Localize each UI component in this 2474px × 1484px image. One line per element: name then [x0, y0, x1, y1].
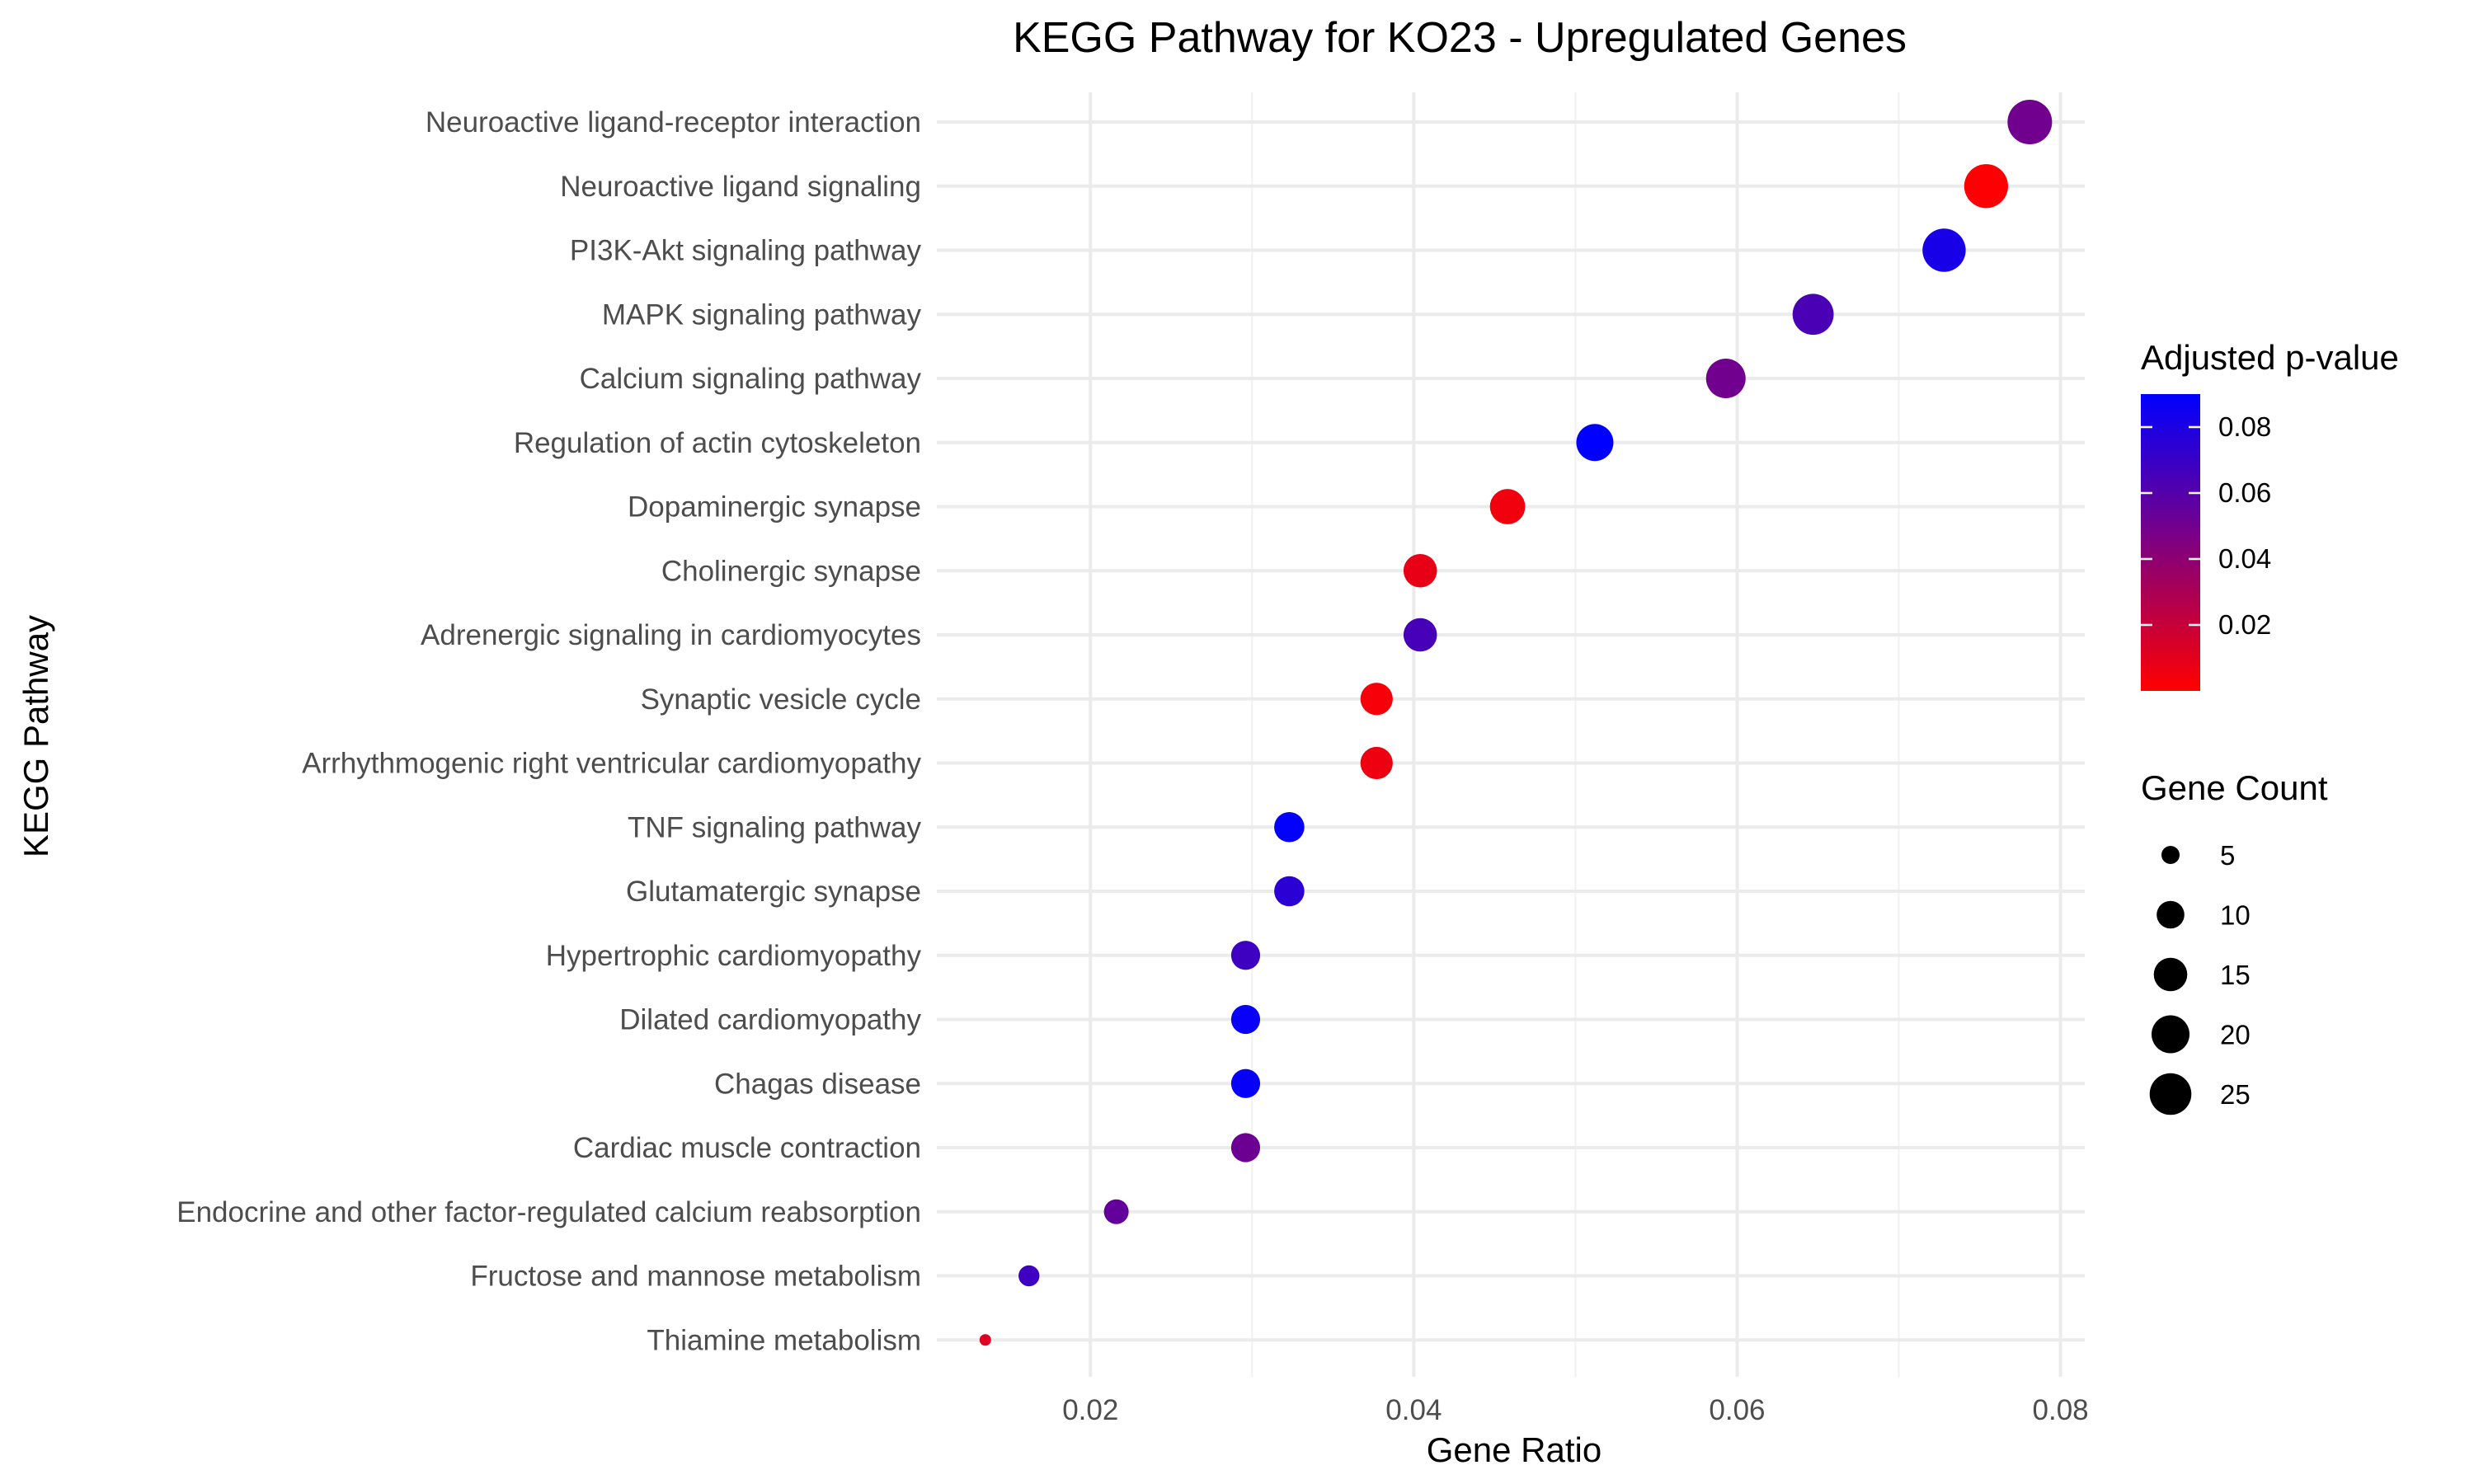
- data-point: [1792, 294, 1834, 336]
- size-legend-key: [2161, 846, 2180, 864]
- data-point: [1230, 1133, 1261, 1162]
- data-point: [1360, 746, 1393, 780]
- size-legend-keys: 5 10 15 20 25: [2149, 840, 2251, 1115]
- y-tick-label: MAPK signaling pathway: [602, 298, 922, 331]
- chart-title: KEGG Pathway for KO23 - Upregulated Gene…: [1013, 14, 1907, 62]
- y-tick-label: Endocrine and other factor-regulated cal…: [176, 1196, 921, 1228]
- y-tick-label: Neuroactive ligand signaling: [560, 171, 921, 203]
- x-tick-label: 0.06: [1709, 1394, 1765, 1426]
- size-legend-key: [2149, 1073, 2192, 1115]
- y-tick-label: Hypertrophic cardiomyopathy: [546, 940, 922, 972]
- y-tick-label: Regulation of actin cytoskeleton: [514, 427, 921, 459]
- size-legend-label: 20: [2220, 1020, 2251, 1050]
- y-axis-tick-labels: Neuroactive ligand-receptor interaction N…: [176, 106, 921, 1356]
- data-point: [1274, 811, 1305, 843]
- size-legend-key: [2153, 957, 2188, 992]
- y-tick-label: Thiamine metabolism: [647, 1324, 921, 1356]
- y-tick-label: Calcium signaling pathway: [580, 363, 922, 395]
- data-point: [1576, 424, 1614, 462]
- data-point: [1922, 228, 1966, 272]
- y-tick-label: Dilated cardiomyopathy: [619, 1004, 921, 1036]
- data-point: [1230, 1004, 1261, 1035]
- grid: [937, 92, 2085, 1377]
- size-legend-label: 15: [2220, 960, 2251, 990]
- color-legend-tick-label: 0.06: [2218, 477, 2271, 508]
- y-tick-label: Adrenergic signaling in cardiomyocytes: [421, 619, 921, 651]
- data-point: [1489, 489, 1526, 524]
- y-tick-label: TNF signaling pathway: [628, 811, 921, 843]
- data-point: [1018, 1265, 1040, 1287]
- color-legend-gradient-bar: [2141, 394, 2200, 691]
- size-legend-key: [2152, 1015, 2189, 1054]
- data-points: [979, 100, 2053, 1346]
- data-point: [1705, 359, 1746, 398]
- y-tick-label: Arrhythmogenic right ventricular cardiom…: [302, 748, 921, 780]
- color-legend-tick-label: 0.02: [2218, 609, 2271, 640]
- color-legend-title: Adjusted p-value: [2141, 338, 2399, 377]
- y-tick-label: Neuroactive ligand-receptor interaction: [426, 106, 921, 139]
- size-legend-label: 5: [2220, 840, 2235, 871]
- data-point: [1274, 876, 1305, 907]
- size-legend-label: 25: [2220, 1079, 2251, 1110]
- x-axis-title: Gene Ratio: [1427, 1430, 1602, 1469]
- y-tick-label: Cardiac muscle contraction: [573, 1132, 921, 1164]
- color-legend-tick-label: 0.08: [2218, 411, 2271, 442]
- y-axis-title: KEGG Pathway: [16, 615, 55, 857]
- size-legend-title: Gene Count: [2141, 768, 2328, 807]
- size-legend-key: [2157, 900, 2185, 929]
- color-legend: Adjusted p-value 0.08 0.06 0.04 0.02: [2141, 338, 2399, 691]
- data-point: [979, 1334, 991, 1346]
- x-tick-label: 0.08: [2033, 1394, 2089, 1426]
- y-tick-label: Fructose and mannose metabolism: [470, 1261, 921, 1293]
- y-tick-label: Dopaminergic synapse: [628, 491, 921, 524]
- color-legend-ticks: 0.08 0.06 0.04 0.02: [2141, 411, 2271, 640]
- data-point: [1964, 164, 2009, 209]
- y-tick-label: Glutamatergic synapse: [626, 876, 921, 908]
- x-tick-label: 0.02: [1062, 1394, 1118, 1426]
- y-tick-label: Chagas disease: [714, 1068, 921, 1100]
- data-point: [1360, 683, 1393, 716]
- data-point: [1403, 618, 1437, 652]
- x-tick-label: 0.04: [1385, 1394, 1442, 1426]
- data-point: [1103, 1199, 1129, 1224]
- y-tick-label: PI3K-Akt signaling pathway: [570, 235, 922, 267]
- data-point: [1403, 553, 1437, 588]
- size-legend-label: 10: [2220, 900, 2251, 931]
- color-legend-tick-label: 0.04: [2218, 543, 2271, 574]
- y-tick-label: Cholinergic synapse: [661, 555, 921, 587]
- data-point: [1230, 941, 1261, 970]
- data-point: [2007, 100, 2053, 144]
- y-tick-label: Synaptic vesicle cycle: [641, 683, 921, 716]
- x-axis-tick-labels: 0.02 0.04 0.06 0.08: [1062, 1394, 2088, 1426]
- size-legend: Gene Count 5 10 15 20 25: [2141, 768, 2328, 1115]
- data-point: [1230, 1068, 1261, 1098]
